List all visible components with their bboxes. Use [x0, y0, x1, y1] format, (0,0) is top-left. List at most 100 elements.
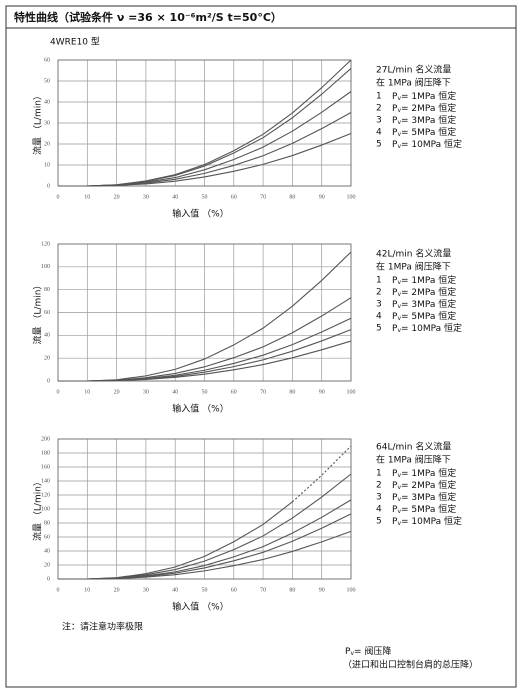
- legend-entry: Pv= 5MPa 恒定: [392, 126, 456, 138]
- x-axis-title: 输入值 （%）: [172, 208, 228, 220]
- x-tick-label: 90: [319, 389, 325, 395]
- page-title: 特性曲线（试验条件 ν =36 × 10⁻⁶m²/S t=50°C）: [14, 10, 282, 24]
- y-tick-label: 0: [47, 378, 50, 384]
- x-tick-label: 0: [57, 389, 60, 395]
- y-tick-label: 50: [44, 78, 50, 84]
- legend-title: 27L/min 名义流量: [376, 64, 451, 76]
- x-tick-label: 40: [172, 389, 178, 395]
- x-tick-label: 20: [114, 587, 120, 593]
- x-tick-label: 70: [260, 587, 266, 593]
- x-tick-label: 80: [289, 587, 295, 593]
- note: 注：请注意功率极限: [62, 621, 143, 633]
- legend-title: 42L/min 名义流量: [376, 248, 451, 260]
- y-tick-label: 100: [41, 506, 50, 512]
- legend-entry: Pv= 5MPa 恒定: [392, 310, 456, 322]
- legend-entry: Pv= 1MPa 恒定: [392, 90, 456, 102]
- legend-number: 3: [376, 116, 382, 126]
- legend-entry: Pv= 3MPa 恒定: [392, 114, 456, 126]
- legend-number: 5: [376, 324, 382, 334]
- footer-line: （进口和出口控制台肩的总压降）: [343, 659, 478, 671]
- legend-number: 2: [376, 104, 382, 114]
- legend-number: 2: [376, 481, 382, 491]
- x-tick-label: 60: [231, 194, 237, 200]
- x-tick-label: 40: [172, 587, 178, 593]
- y-tick-label: 30: [44, 120, 50, 126]
- y-tick-label: 0: [47, 183, 50, 189]
- x-tick-label: 90: [319, 194, 325, 200]
- y-tick-label: 60: [44, 310, 50, 316]
- y-tick-label: 60: [44, 57, 50, 63]
- legend-entry: Pv= 5MPa 恒定: [392, 503, 456, 515]
- x-tick-label: 70: [260, 389, 266, 395]
- x-tick-label: 30: [143, 389, 149, 395]
- x-tick-label: 60: [231, 587, 237, 593]
- legend-number: 1: [376, 276, 382, 286]
- legend-title: 64L/min 名义流量: [376, 441, 451, 453]
- legend-number: 4: [376, 128, 382, 138]
- y-tick-label: 0: [47, 576, 50, 582]
- y-axis-title: 流量 （L/min）: [32, 91, 44, 155]
- y-tick-label: 40: [44, 333, 50, 339]
- legend-number: 4: [376, 505, 382, 515]
- x-tick-label: 30: [143, 587, 149, 593]
- legend-number: 2: [376, 288, 382, 298]
- legend-number: 1: [376, 92, 382, 102]
- curve-dashed: [292, 445, 352, 503]
- y-tick-label: 140: [41, 478, 50, 484]
- x-tick-label: 50: [202, 194, 208, 200]
- x-axis-title: 输入值 （%）: [172, 403, 228, 415]
- curve: [58, 59, 352, 187]
- plot-frame: [57, 438, 352, 580]
- legend-entry: Pv= 2MPa 恒定: [392, 479, 456, 491]
- y-tick-label: 10: [44, 162, 50, 168]
- x-tick-label: 50: [202, 587, 208, 593]
- x-tick-label: 30: [143, 194, 149, 200]
- x-tick-label: 70: [260, 194, 266, 200]
- x-tick-label: 40: [172, 194, 178, 200]
- x-tick-label: 10: [84, 194, 90, 200]
- y-axis-title: 流量 （L/min）: [32, 281, 44, 345]
- legend-number: 1: [376, 469, 382, 479]
- y-tick-label: 20: [44, 141, 50, 147]
- legend-title: 在 1MPa 阀压降下: [376, 454, 451, 466]
- y-tick-label: 160: [41, 464, 50, 470]
- legend-entry: Pv= 2MPa 恒定: [392, 102, 456, 114]
- y-axis-title: 流量 （L/min）: [32, 477, 44, 541]
- legend-entry: Pv= 1MPa 恒定: [392, 274, 456, 286]
- legend-number: 4: [376, 312, 382, 322]
- y-tick-label: 20: [44, 356, 50, 362]
- x-tick-label: 0: [57, 194, 60, 200]
- curve: [58, 501, 293, 580]
- legend-entry: Pv= 10MPa 恒定: [392, 322, 462, 334]
- legend-title: 在 1MPa 阀压降下: [376, 77, 451, 89]
- legend-entry: Pv= 10MPa 恒定: [392, 138, 462, 150]
- legend-entry: Pv= 10MPa 恒定: [392, 515, 462, 527]
- curve: [58, 251, 352, 382]
- legend-title: 在 1MPa 阀压降下: [376, 261, 451, 273]
- legend-entry: Pv= 2MPa 恒定: [392, 286, 456, 298]
- footer-line: Pv= 阀压降: [345, 645, 391, 657]
- legend-entry: Pv= 3MPa 恒定: [392, 491, 456, 503]
- page-border: [5, 5, 517, 688]
- x-tick-label: 10: [84, 389, 90, 395]
- x-tick-label: 20: [114, 194, 120, 200]
- x-tick-label: 100: [347, 389, 356, 395]
- x-tick-label: 60: [231, 389, 237, 395]
- y-tick-label: 120: [41, 492, 50, 498]
- x-tick-label: 100: [347, 587, 356, 593]
- y-tick-label: 80: [44, 520, 50, 526]
- plot-frame: [57, 59, 352, 187]
- y-tick-label: 120: [41, 241, 50, 247]
- x-tick-label: 20: [114, 389, 120, 395]
- x-tick-label: 10: [84, 587, 90, 593]
- y-tick-label: 20: [44, 562, 50, 568]
- legend-entry: Pv= 3MPa 恒定: [392, 298, 456, 310]
- chart-subtitle: 4WRE10 型: [50, 37, 100, 48]
- x-axis-title: 输入值 （%）: [172, 601, 228, 613]
- y-tick-label: 60: [44, 534, 50, 540]
- x-tick-label: 80: [289, 389, 295, 395]
- legend-entry: Pv= 1MPa 恒定: [392, 467, 456, 479]
- x-tick-label: 0: [57, 587, 60, 593]
- y-tick-label: 100: [41, 264, 50, 270]
